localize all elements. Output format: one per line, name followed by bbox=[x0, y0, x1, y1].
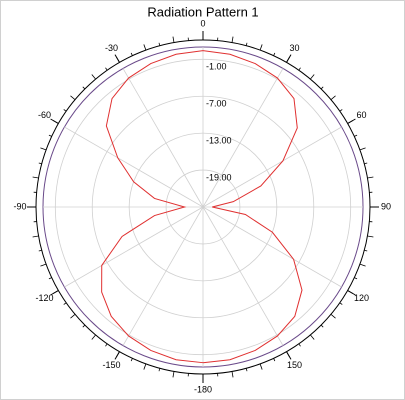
minor-tick bbox=[70, 314, 76, 319]
minor-tick bbox=[273, 358, 276, 362]
grid-spoke bbox=[202, 206, 284, 346]
chart-title: Radiation Pattern 1 bbox=[147, 4, 258, 19]
minor-tick bbox=[32, 176, 39, 179]
minor-tick bbox=[273, 52, 276, 56]
minor-tick bbox=[354, 277, 358, 280]
minor-tick bbox=[310, 74, 315, 80]
minor-tick bbox=[359, 147, 366, 151]
minor-tick bbox=[364, 162, 368, 165]
theta-tick-label: 90 bbox=[381, 201, 391, 211]
minor-tick bbox=[32, 235, 39, 238]
minor-tick bbox=[105, 67, 108, 71]
minor-tick bbox=[130, 52, 133, 56]
minor-tick bbox=[105, 343, 108, 347]
minor-tick bbox=[172, 36, 175, 43]
minor-tick bbox=[38, 249, 42, 252]
minor-tick bbox=[63, 109, 67, 112]
grid-spoke bbox=[202, 126, 342, 208]
minor-tick bbox=[40, 147, 47, 151]
minor-tick bbox=[339, 109, 343, 112]
theta-tick-label: 120 bbox=[354, 293, 369, 303]
minor-tick bbox=[48, 134, 52, 137]
minor-tick bbox=[82, 324, 86, 328]
grid-spoke bbox=[202, 68, 284, 208]
minor-tick bbox=[245, 42, 248, 46]
theta-tick-label: -30 bbox=[105, 43, 118, 53]
theta-tick-label: -90 bbox=[13, 201, 26, 211]
minor-tick bbox=[91, 74, 96, 80]
r-tick-label: -19.00 bbox=[206, 172, 232, 182]
theta-tick bbox=[347, 118, 356, 124]
minor-tick bbox=[259, 44, 263, 51]
grid-spoke bbox=[122, 68, 204, 208]
grid-spoke bbox=[122, 206, 204, 346]
minor-tick bbox=[130, 358, 133, 362]
minor-tick bbox=[143, 363, 147, 370]
grid-spoke bbox=[64, 206, 204, 288]
theta-tick-label: -180 bbox=[194, 384, 212, 394]
pattern-line bbox=[101, 50, 303, 364]
minor-tick bbox=[359, 263, 366, 267]
minor-tick bbox=[367, 176, 374, 179]
theta-tick-label: -120 bbox=[36, 293, 54, 303]
minor-tick bbox=[70, 95, 76, 100]
minor-tick bbox=[82, 86, 86, 90]
minor-tick bbox=[259, 363, 263, 370]
minor-tick bbox=[158, 368, 161, 372]
minor-tick bbox=[330, 314, 336, 319]
r-tick-label: -13.00 bbox=[206, 136, 232, 146]
minor-tick bbox=[38, 162, 42, 165]
minor-tick bbox=[330, 95, 336, 100]
theta-tick-label: 150 bbox=[287, 360, 302, 370]
minor-tick bbox=[298, 67, 301, 71]
minor-tick bbox=[320, 86, 324, 90]
theta-tick bbox=[286, 351, 292, 360]
minor-tick bbox=[310, 334, 315, 340]
theta-tick bbox=[50, 290, 59, 296]
grid-spoke bbox=[64, 126, 204, 208]
minor-tick bbox=[158, 42, 161, 46]
grid-spoke bbox=[202, 206, 342, 288]
minor-tick bbox=[172, 371, 175, 378]
theta-tick bbox=[50, 118, 59, 124]
minor-tick bbox=[245, 368, 248, 372]
theta-tick-label: 60 bbox=[356, 110, 366, 120]
minor-tick bbox=[339, 302, 343, 305]
minor-tick bbox=[91, 334, 96, 340]
minor-tick bbox=[320, 324, 324, 328]
minor-tick bbox=[231, 371, 234, 378]
r-tick-label: -1.00 bbox=[206, 62, 227, 72]
theta-tick bbox=[347, 290, 356, 296]
minor-tick bbox=[48, 277, 52, 280]
minor-tick bbox=[354, 134, 358, 137]
theta-tick-label: 30 bbox=[289, 43, 299, 53]
minor-tick bbox=[367, 235, 374, 238]
minor-tick bbox=[364, 249, 368, 252]
theta-tick-label: -60 bbox=[38, 110, 51, 120]
theta-tick bbox=[114, 351, 120, 360]
minor-tick bbox=[63, 302, 67, 305]
theta-tick-label: 0 bbox=[200, 18, 205, 28]
theta-tick bbox=[286, 54, 292, 63]
minor-tick bbox=[40, 263, 47, 267]
theta-tick-label: -150 bbox=[102, 360, 120, 370]
theta-tick bbox=[114, 54, 120, 63]
minor-tick bbox=[231, 36, 234, 43]
r-tick-label: -7.00 bbox=[206, 99, 227, 109]
minor-tick bbox=[298, 343, 301, 347]
minor-tick bbox=[143, 44, 147, 51]
